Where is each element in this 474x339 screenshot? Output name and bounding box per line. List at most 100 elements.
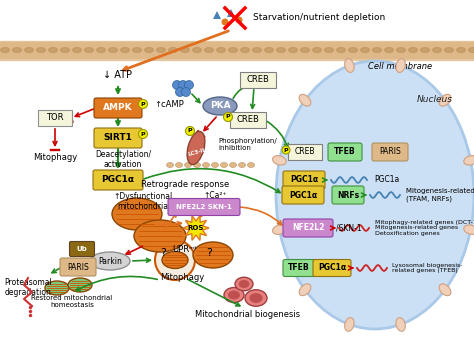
Ellipse shape — [276, 61, 474, 329]
FancyBboxPatch shape — [372, 143, 408, 161]
Text: TOR: TOR — [46, 114, 64, 122]
Text: Restored mitochondrial
homeostasis: Restored mitochondrial homeostasis — [31, 295, 113, 308]
FancyBboxPatch shape — [332, 186, 364, 204]
FancyBboxPatch shape — [60, 258, 96, 276]
Ellipse shape — [184, 162, 191, 167]
Ellipse shape — [439, 94, 451, 106]
Text: Deacetylation/
activation: Deacetylation/ activation — [95, 150, 151, 170]
FancyBboxPatch shape — [94, 128, 142, 148]
Ellipse shape — [224, 287, 244, 302]
Ellipse shape — [202, 162, 210, 167]
Ellipse shape — [166, 162, 173, 167]
Ellipse shape — [345, 318, 354, 331]
FancyBboxPatch shape — [70, 241, 94, 257]
Text: PGC1α: PGC1α — [101, 176, 135, 184]
Polygon shape — [227, 9, 235, 17]
Ellipse shape — [299, 284, 311, 296]
Ellipse shape — [420, 47, 429, 53]
FancyBboxPatch shape — [168, 199, 240, 216]
Ellipse shape — [203, 97, 237, 115]
Text: Proteasomal
degradation: Proteasomal degradation — [4, 278, 52, 297]
Text: ?: ? — [206, 248, 212, 258]
Ellipse shape — [204, 47, 213, 53]
Text: PGC1a: PGC1a — [374, 176, 399, 184]
Text: Starvation/nutrient depletion: Starvation/nutrient depletion — [253, 14, 385, 22]
Ellipse shape — [193, 242, 233, 268]
Text: PGC1α: PGC1α — [289, 191, 317, 199]
Ellipse shape — [217, 47, 226, 53]
FancyBboxPatch shape — [38, 110, 72, 126]
Ellipse shape — [445, 47, 454, 53]
Ellipse shape — [273, 156, 286, 165]
Ellipse shape — [36, 47, 46, 53]
Text: Mitophagy: Mitophagy — [160, 273, 204, 282]
Ellipse shape — [25, 47, 34, 53]
Ellipse shape — [273, 225, 286, 234]
Circle shape — [236, 17, 243, 23]
Text: P: P — [188, 128, 192, 134]
Ellipse shape — [211, 162, 219, 167]
Text: CREB: CREB — [237, 116, 259, 124]
Ellipse shape — [456, 47, 465, 53]
Text: Ub: Ub — [77, 246, 87, 252]
Circle shape — [173, 80, 182, 89]
Text: PARIS: PARIS — [67, 262, 89, 272]
Text: P: P — [226, 115, 230, 120]
FancyBboxPatch shape — [93, 170, 143, 190]
Circle shape — [155, 240, 195, 280]
Ellipse shape — [12, 47, 21, 53]
FancyBboxPatch shape — [282, 186, 324, 204]
Ellipse shape — [264, 47, 273, 53]
Text: Parkin: Parkin — [98, 257, 122, 265]
Circle shape — [221, 19, 228, 25]
Text: ↑Ca²⁺: ↑Ca²⁺ — [203, 191, 227, 200]
Text: CREB: CREB — [246, 76, 269, 84]
Text: NRFs: NRFs — [337, 191, 359, 199]
Ellipse shape — [432, 47, 441, 53]
Ellipse shape — [384, 47, 393, 53]
Ellipse shape — [312, 47, 321, 53]
Ellipse shape — [181, 47, 190, 53]
Circle shape — [138, 129, 147, 139]
Ellipse shape — [168, 47, 177, 53]
Circle shape — [179, 80, 188, 89]
Ellipse shape — [45, 281, 69, 295]
Ellipse shape — [373, 47, 382, 53]
FancyBboxPatch shape — [94, 98, 142, 118]
Ellipse shape — [162, 252, 188, 268]
Circle shape — [184, 80, 193, 89]
Ellipse shape — [276, 47, 285, 53]
Ellipse shape — [337, 47, 346, 53]
Ellipse shape — [247, 162, 255, 167]
Circle shape — [175, 87, 184, 97]
Text: Nucleus: Nucleus — [417, 96, 453, 104]
Text: Mitophagy: Mitophagy — [33, 153, 77, 162]
Text: TFEB: TFEB — [334, 147, 356, 157]
Ellipse shape — [464, 225, 474, 234]
Ellipse shape — [345, 59, 354, 73]
Ellipse shape — [396, 59, 405, 73]
Text: PKA: PKA — [210, 101, 230, 111]
FancyBboxPatch shape — [313, 259, 351, 277]
Ellipse shape — [90, 252, 130, 270]
Circle shape — [138, 100, 147, 108]
Text: ↑Dysfunctional
mitochondria: ↑Dysfunctional mitochondria — [113, 192, 173, 212]
Text: TFEB: TFEB — [288, 263, 310, 273]
Text: P: P — [141, 101, 146, 106]
Ellipse shape — [156, 47, 165, 53]
Ellipse shape — [249, 293, 263, 303]
Ellipse shape — [133, 47, 142, 53]
Text: Lysosomal biogenesis-
related genes (TFEB): Lysosomal biogenesis- related genes (TFE… — [392, 263, 463, 273]
FancyBboxPatch shape — [230, 112, 266, 128]
Ellipse shape — [439, 284, 451, 296]
Text: Mitochondrial biogenesis: Mitochondrial biogenesis — [195, 310, 301, 319]
Ellipse shape — [61, 47, 70, 53]
Ellipse shape — [48, 47, 57, 53]
Ellipse shape — [175, 162, 182, 167]
Text: ROS: ROS — [188, 225, 204, 231]
Ellipse shape — [73, 47, 82, 53]
Ellipse shape — [253, 47, 262, 53]
Ellipse shape — [193, 162, 201, 167]
Text: P: P — [141, 132, 146, 137]
Text: Phosphorylation/
inhibition: Phosphorylation/ inhibition — [218, 138, 277, 151]
